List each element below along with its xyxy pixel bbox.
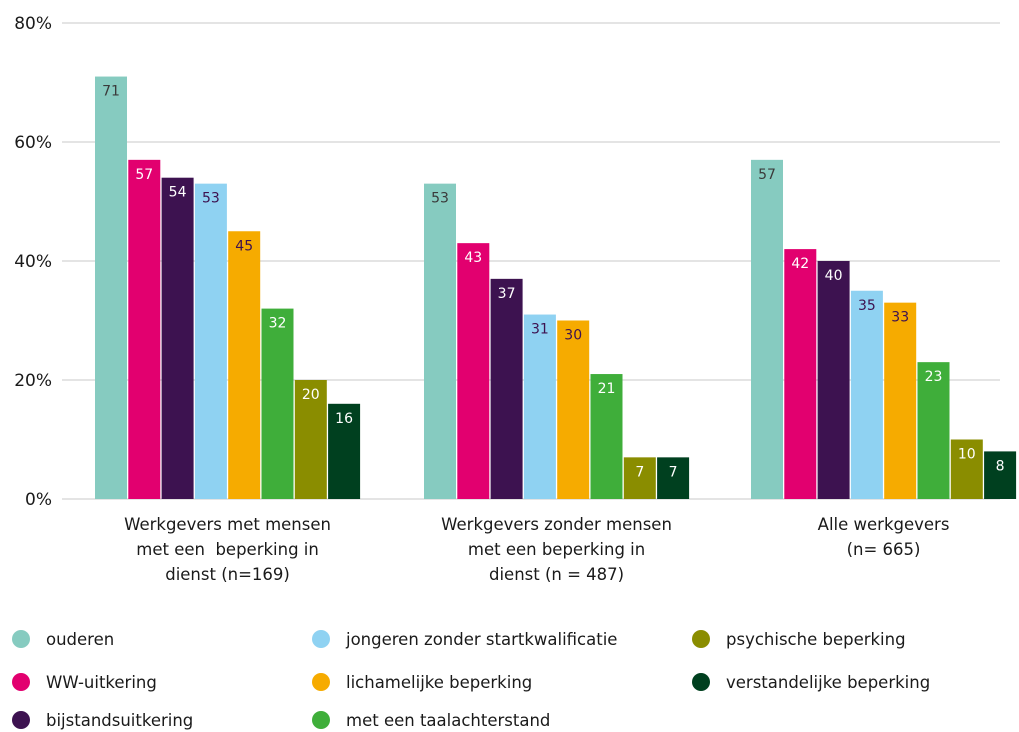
- bar-value-label: 42: [791, 256, 809, 272]
- bar-value-label: 21: [598, 381, 616, 397]
- bar: [590, 374, 623, 499]
- legend-label: met een taalachterstand: [346, 710, 551, 730]
- legend-item: ouderen: [12, 627, 114, 651]
- legend-swatch: [312, 711, 330, 729]
- category-label: dienst (n = 487): [489, 565, 624, 584]
- bar-value-label: 57: [758, 167, 776, 183]
- y-tick-label: 80%: [14, 14, 52, 34]
- legend-item: bijstandsuitkering: [12, 708, 193, 732]
- legend-swatch: [12, 630, 30, 648]
- bar: [917, 362, 950, 499]
- legend-item: WW-uitkering: [12, 670, 157, 694]
- y-tick-label: 60%: [14, 133, 52, 153]
- category-label: met een beperking in: [468, 540, 645, 559]
- bar-value-label: 7: [669, 464, 678, 480]
- bar-value-label: 53: [202, 191, 220, 207]
- legend-label: jongeren zonder startkwalificatie: [346, 629, 618, 649]
- bar: [950, 439, 983, 499]
- bar: [850, 290, 883, 499]
- category-label: Werkgevers zonder mensen: [441, 515, 672, 534]
- legend-item: jongeren zonder startkwalificatie: [312, 627, 617, 651]
- y-axis-tick-labels: 0% 20% 40% 60% 80%: [14, 14, 52, 510]
- bar: [161, 177, 194, 499]
- y-tick-label: 40%: [14, 252, 52, 272]
- bar-value-label: 37: [498, 286, 516, 302]
- legend-item: met een taalachterstand: [312, 708, 550, 732]
- legend-label: lichamelijke beperking: [346, 672, 533, 692]
- legend: ouderen WW-uitkering bijstandsuitkering jon…: [0, 620, 1019, 732]
- bar: [424, 183, 456, 499]
- bar-value-label: 10: [958, 447, 976, 463]
- bar-value-label: 40: [825, 268, 843, 284]
- bar-value-label: 32: [269, 316, 287, 332]
- bar: [984, 451, 1017, 499]
- legend-swatch: [312, 630, 330, 648]
- bar: [328, 403, 361, 499]
- bar: [557, 320, 590, 499]
- category-label: dienst (n=169): [165, 565, 290, 584]
- bar-value-label: 31: [531, 322, 549, 338]
- legend-label: verstandelijke beperking: [726, 672, 931, 692]
- legend-swatch: [692, 673, 710, 691]
- bar-value-label: 30: [564, 328, 582, 344]
- y-tick-label: 20%: [14, 371, 52, 391]
- category-label: (n= 665): [847, 540, 921, 559]
- bar: [751, 159, 783, 499]
- bar-value-label: 53: [431, 191, 449, 207]
- bar: [884, 302, 917, 499]
- bar-value-label: 43: [464, 250, 482, 266]
- bar: [228, 231, 261, 499]
- bar-value-label: 20: [302, 387, 320, 403]
- bar-value-label: 71: [102, 84, 120, 100]
- legend-swatch: [692, 630, 710, 648]
- legend-label: bijstandsuitkering: [46, 710, 194, 730]
- bar-value-label: 8: [996, 458, 1005, 474]
- category-labels: Werkgevers met mensen met een beperking i…: [124, 515, 949, 584]
- bar: [95, 76, 127, 500]
- legend-label: psychische beperking: [726, 629, 906, 649]
- bar: [523, 314, 556, 499]
- category-label: met een beperking in: [136, 540, 319, 559]
- bar: [294, 380, 327, 499]
- y-tick-label: 0%: [25, 490, 52, 510]
- legend-label: WW-uitkering: [46, 672, 157, 692]
- bar: [784, 249, 817, 499]
- legend-swatch: [312, 673, 330, 691]
- bar-value-labels: 71 53 57 57 43 42 54 37 40 53 31 35 45 30 33 32 21 23 20 7 1…: [102, 84, 1004, 481]
- bar: [128, 159, 161, 499]
- bar-value-label: 16: [335, 411, 353, 427]
- legend-item: psychische beperking: [692, 627, 906, 651]
- bar: [490, 278, 523, 499]
- bar: [194, 183, 227, 499]
- legend-item: lichamelijke beperking: [312, 670, 532, 694]
- category-label: Werkgevers met mensen: [124, 515, 331, 534]
- bar-value-label: 23: [925, 369, 943, 385]
- bar: [261, 308, 294, 499]
- bar: [623, 457, 656, 499]
- legend-swatch: [12, 711, 30, 729]
- bar-value-label: 57: [135, 167, 153, 183]
- bar: [457, 243, 490, 499]
- bar-value-label: 7: [635, 464, 644, 480]
- bar-value-label: 45: [235, 238, 253, 254]
- legend-label: ouderen: [46, 629, 115, 649]
- category-label: Alle werkgevers: [818, 515, 950, 534]
- bar-value-label: 33: [891, 310, 909, 326]
- bar-value-label: 35: [858, 298, 876, 314]
- bar: [657, 457, 690, 499]
- legend-swatch: [12, 673, 30, 691]
- legend-item: verstandelijke beperking: [692, 670, 930, 694]
- bar-value-label: 54: [169, 185, 187, 201]
- bars: [95, 76, 1017, 500]
- bar: [817, 261, 850, 499]
